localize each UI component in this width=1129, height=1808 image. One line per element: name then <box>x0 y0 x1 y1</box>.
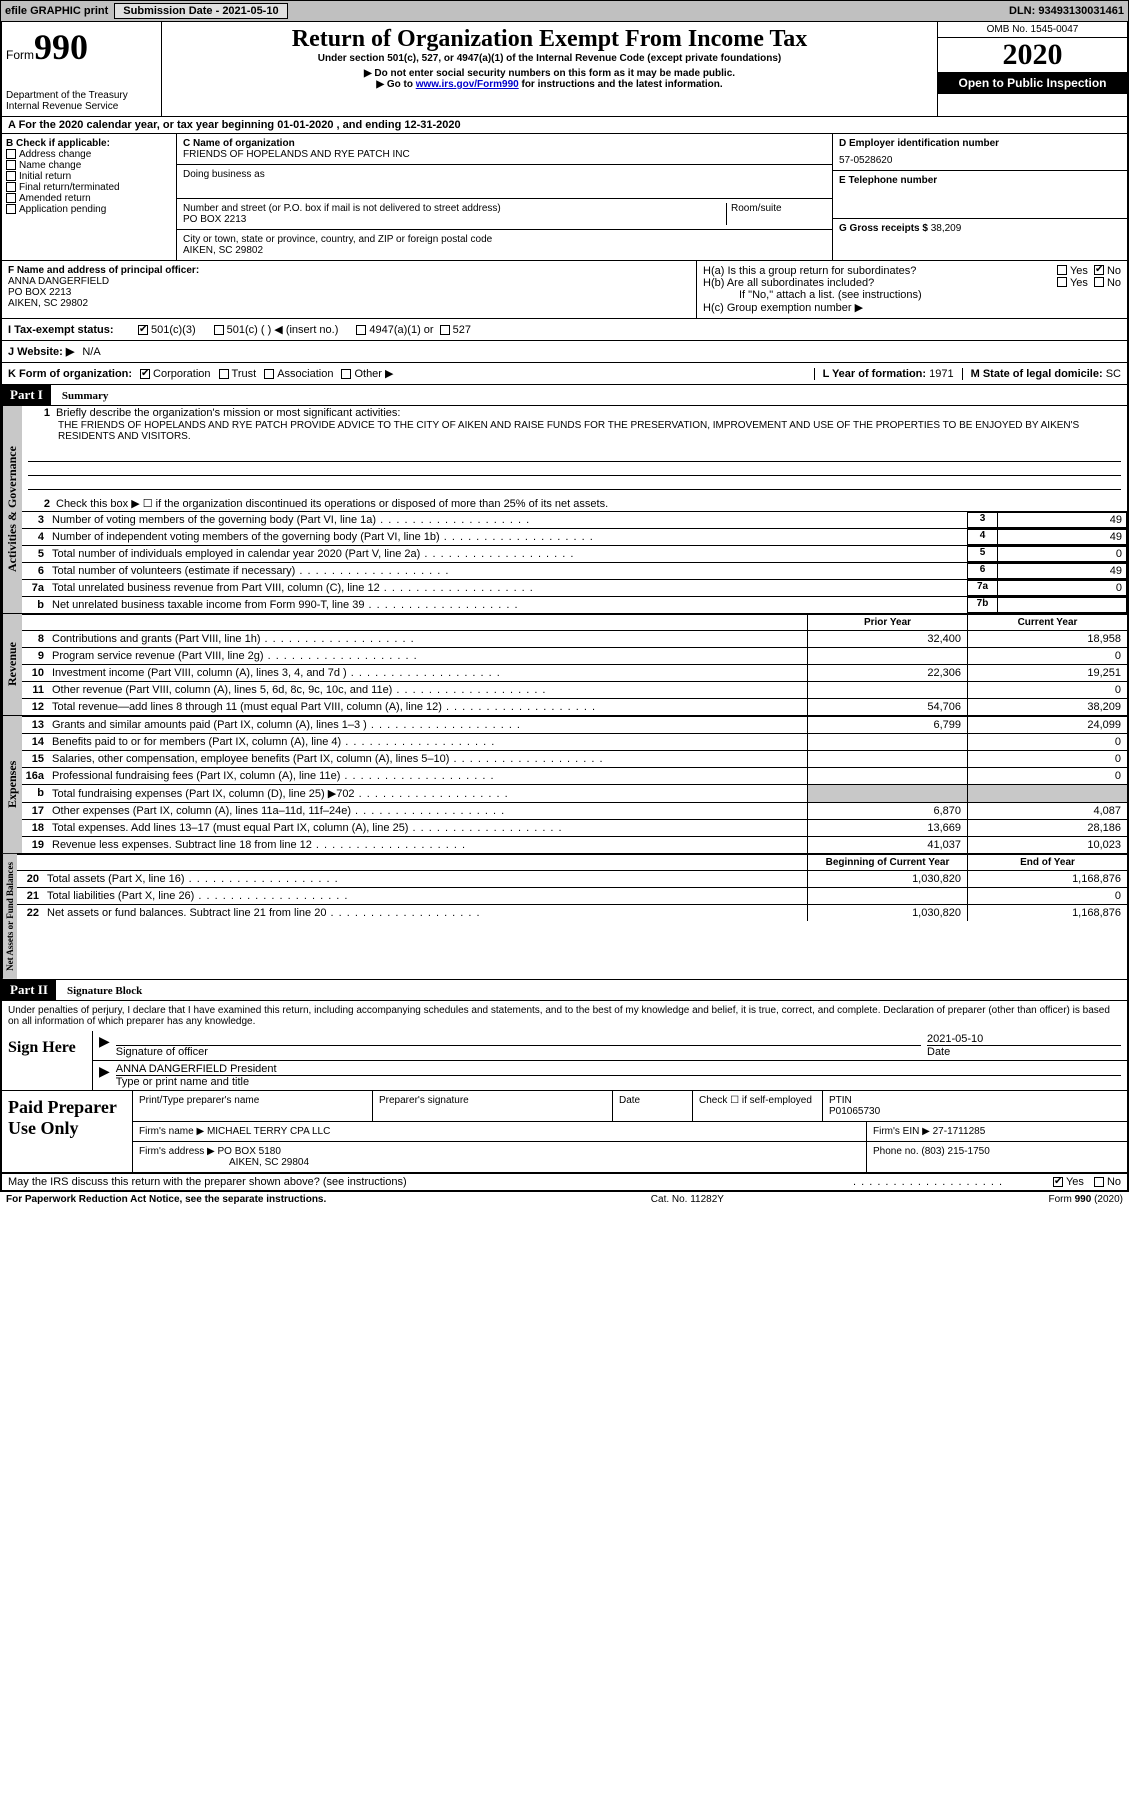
addr-change-check[interactable] <box>6 149 16 159</box>
name-change-check[interactable] <box>6 160 16 170</box>
open-public: Open to Public Inspection <box>938 72 1127 94</box>
data-line: 18Total expenses. Add lines 13–17 (must … <box>22 819 1127 836</box>
gov-line: bNet unrelated business taxable income f… <box>22 596 1127 613</box>
col-f: F Name and address of principal officer:… <box>2 261 697 318</box>
data-line: 16aProfessional fundraising fees (Part I… <box>22 767 1127 784</box>
data-line: 21Total liabilities (Part X, line 26)0 <box>17 887 1127 904</box>
ssn-note: ▶ Do not enter social security numbers o… <box>170 68 929 79</box>
website-row: J Website: ▶ N/A <box>2 341 1127 363</box>
gross-receipts: 38,209 <box>931 223 962 234</box>
arrow-icon: ▶ <box>99 1063 110 1088</box>
omb-number: OMB No. 1545-0047 <box>938 22 1127 38</box>
col-b: B Check if applicable: Address change Na… <box>2 134 177 260</box>
data-line: 9Program service revenue (Part VIII, lin… <box>22 647 1127 664</box>
section-a: A For the 2020 calendar year, or tax yea… <box>2 117 1127 134</box>
net-label: Net Assets or Fund Balances <box>2 854 17 979</box>
data-line: 19Revenue less expenses. Subtract line 1… <box>22 836 1127 853</box>
data-line: 14Benefits paid to or for members (Part … <box>22 733 1127 750</box>
final-check[interactable] <box>6 182 16 192</box>
top-bar: efile GRAPHIC print Submission Date - 20… <box>0 0 1129 22</box>
discuss-yes[interactable] <box>1053 1177 1063 1187</box>
hb-no[interactable] <box>1094 277 1104 287</box>
website-value: N/A <box>82 346 100 358</box>
4947-check[interactable] <box>356 325 366 335</box>
sign-here-block: Sign Here ▶ Signature of officer 2021-05… <box>2 1031 1127 1091</box>
data-line: 10Investment income (Part VIII, column (… <box>22 664 1127 681</box>
data-line: bTotal fundraising expenses (Part IX, co… <box>22 784 1127 802</box>
mission-text: THE FRIENDS OF HOPELANDS AND RYE PATCH P… <box>22 420 1127 448</box>
irs-link[interactable]: www.irs.gov/Form990 <box>416 79 519 90</box>
ha-no[interactable] <box>1094 265 1104 275</box>
declaration: Under penalties of perjury, I declare th… <box>2 1001 1127 1031</box>
form-number: 990 <box>34 27 88 67</box>
gov-line: 7aTotal unrelated business revenue from … <box>22 579 1127 596</box>
city-address: AIKEN, SC 29802 <box>183 245 826 256</box>
col-c: C Name of organization FRIENDS OF HOPELA… <box>177 134 832 260</box>
data-line: 22Net assets or fund balances. Subtract … <box>17 904 1127 921</box>
discuss-no[interactable] <box>1094 1177 1104 1187</box>
form-subtitle: Under section 501(c), 527, or 4947(a)(1)… <box>170 53 929 64</box>
paid-preparer-block: Paid Preparer Use Only Print/Type prepar… <box>2 1091 1127 1174</box>
goto-note: ▶ Go to www.irs.gov/Form990 for instruct… <box>170 79 929 90</box>
initial-check[interactable] <box>6 171 16 181</box>
exp-label: Expenses <box>2 716 22 853</box>
data-line: 15Salaries, other compensation, employee… <box>22 750 1127 767</box>
hb-yes[interactable] <box>1057 277 1067 287</box>
ein: 57-0528620 <box>839 155 1121 166</box>
pending-check[interactable] <box>6 204 16 214</box>
corp-check[interactable] <box>140 369 150 379</box>
ha-yes[interactable] <box>1057 265 1067 275</box>
form-word: Form <box>6 48 34 62</box>
street-address: PO BOX 2213 <box>183 214 726 225</box>
527-check[interactable] <box>440 325 450 335</box>
k-row: K Form of organization: Corporation Trus… <box>2 363 1127 385</box>
form-title: Return of Organization Exempt From Incom… <box>170 26 929 53</box>
arrow-icon: ▶ <box>99 1033 110 1058</box>
col-h: H(a) Is this a group return for subordin… <box>697 261 1127 318</box>
col-de: D Employer identification number 57-0528… <box>832 134 1127 260</box>
form-header: Form990 Department of the Treasury Inter… <box>2 22 1127 117</box>
gov-label: Activities & Governance <box>2 406 22 613</box>
other-check[interactable] <box>341 369 351 379</box>
tax-status-row: I Tax-exempt status: 501(c)(3) 501(c) ( … <box>2 319 1127 341</box>
footer: For Paperwork Reduction Act Notice, see … <box>0 1192 1129 1207</box>
org-name: FRIENDS OF HOPELANDS AND RYE PATCH INC <box>183 149 826 160</box>
501c3-check[interactable] <box>138 325 148 335</box>
data-line: 11Other revenue (Part VIII, column (A), … <box>22 681 1127 698</box>
gov-line: 5Total number of individuals employed in… <box>22 545 1127 562</box>
efile-label[interactable]: efile GRAPHIC print <box>5 5 108 17</box>
dept-label: Department of the Treasury Internal Reve… <box>6 90 157 112</box>
data-line: 13Grants and similar amounts paid (Part … <box>22 716 1127 733</box>
data-line: 20Total assets (Part X, line 16)1,030,82… <box>17 870 1127 887</box>
gov-line: 4Number of independent voting members of… <box>22 528 1127 545</box>
assoc-check[interactable] <box>264 369 274 379</box>
data-line: 12Total revenue—add lines 8 through 11 (… <box>22 698 1127 715</box>
part1-header: Part I Summary <box>2 385 1127 406</box>
data-line: 8Contributions and grants (Part VIII, li… <box>22 630 1127 647</box>
dln-label: DLN: 93493130031461 <box>1009 5 1124 17</box>
tax-year: 2020 <box>938 38 1127 72</box>
501c-check[interactable] <box>214 325 224 335</box>
trust-check[interactable] <box>219 369 229 379</box>
rev-label: Revenue <box>2 614 22 715</box>
gov-line: 6Total number of volunteers (estimate if… <box>22 562 1127 579</box>
gov-line: 3Number of voting members of the governi… <box>22 511 1127 528</box>
part2-header: Part II Signature Block <box>2 980 1127 1001</box>
submission-button[interactable]: Submission Date - 2021-05-10 <box>114 3 287 19</box>
data-line: 17Other expenses (Part IX, column (A), l… <box>22 802 1127 819</box>
amended-check[interactable] <box>6 193 16 203</box>
